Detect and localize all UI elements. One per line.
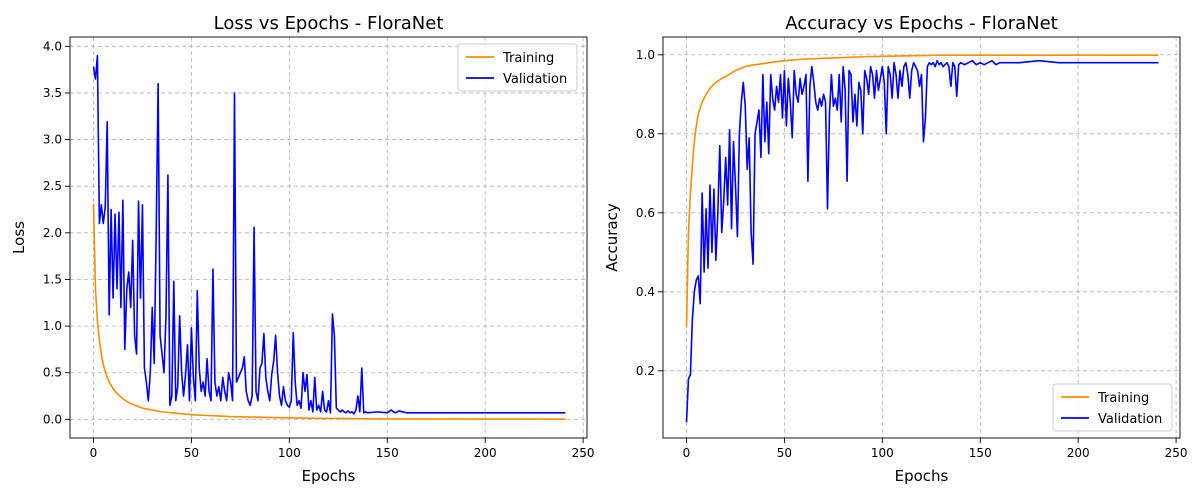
accuracy-y-tick-label: 0.6	[636, 206, 655, 220]
accuracy-y-tick-label: 0.4	[636, 285, 655, 299]
loss-y-tick-label: 0.0	[43, 412, 62, 426]
accuracy-validation-line	[685, 59, 1159, 423]
loss-y-tick-label: 2.5	[43, 179, 62, 193]
loss-y-tick-label: 1.5	[43, 272, 62, 286]
loss-y-tick-label: 4.0	[43, 39, 62, 53]
loss-x-tick-label: 150	[376, 446, 399, 460]
loss-legend-label-validation: Validation	[503, 72, 567, 87]
loss-x-tick-label: 250	[572, 446, 595, 460]
accuracy-training-line	[685, 54, 1159, 328]
loss-x-tick-label: 200	[474, 446, 497, 460]
loss-y-tick-label: 2.0	[43, 226, 62, 240]
loss-x-tick-label: 100	[278, 446, 301, 460]
loss-y-tick-label: 3.5	[43, 86, 62, 100]
loss-y-tick-label: 3.0	[43, 133, 62, 147]
accuracy-x-tick-label: 50	[777, 446, 792, 460]
accuracy-x-tick-label: 150	[969, 446, 992, 460]
accuracy-legend: Training Validation	[1052, 383, 1173, 432]
accuracy-plot-frame	[662, 36, 1181, 439]
accuracy-legend-label-training: Training	[1097, 391, 1149, 406]
loss-chart-title: Loss vs Epochs - FloraNet	[214, 13, 444, 34]
loss-x-tick-label: 50	[184, 446, 199, 460]
loss-plot-frame	[69, 36, 588, 439]
loss-legend-box	[457, 43, 578, 92]
loss-y-tick-label: 0.5	[43, 366, 62, 380]
loss-y-tick-label: 1.0	[43, 319, 62, 333]
accuracy-chart: 0 50 100 150 200 250 0.2 0.4 0.6 0.8 1.0 Accuracy v…	[603, 13, 1188, 485]
accuracy-chart-title: Accuracy vs Epochs - FloraNet	[785, 13, 1057, 34]
accuracy-x-tick-label: 100	[871, 446, 894, 460]
loss-y-axis-label: Loss	[10, 221, 28, 254]
loss-x-axis-label: Epochs	[302, 467, 356, 485]
accuracy-y-tick-label: 0.8	[636, 127, 655, 141]
accuracy-y-tick-label: 0.2	[636, 364, 655, 378]
loss-x-tick-label: 0	[90, 446, 98, 460]
loss-legend: Training Validation	[457, 43, 578, 92]
loss-chart: 0 50 100 150 200 250 0.0 0.5 1.0 1.5 2.0 2.5 3.0 3.5 4…	[10, 13, 595, 485]
accuracy-y-tick-label: 1.0	[636, 48, 655, 62]
accuracy-y-axis-label: Accuracy	[603, 203, 621, 272]
accuracy-x-tick-label: 200	[1067, 446, 1090, 460]
accuracy-x-tick-label: 250	[1165, 446, 1188, 460]
loss-legend-label-training: Training	[502, 51, 554, 66]
accuracy-legend-box	[1052, 383, 1173, 432]
loss-training-line	[92, 203, 566, 420]
accuracy-legend-label-validation: Validation	[1098, 412, 1162, 427]
accuracy-x-tick-label: 0	[683, 446, 691, 460]
loss-validation-line	[92, 54, 566, 415]
accuracy-x-axis-label: Epochs	[895, 467, 949, 485]
